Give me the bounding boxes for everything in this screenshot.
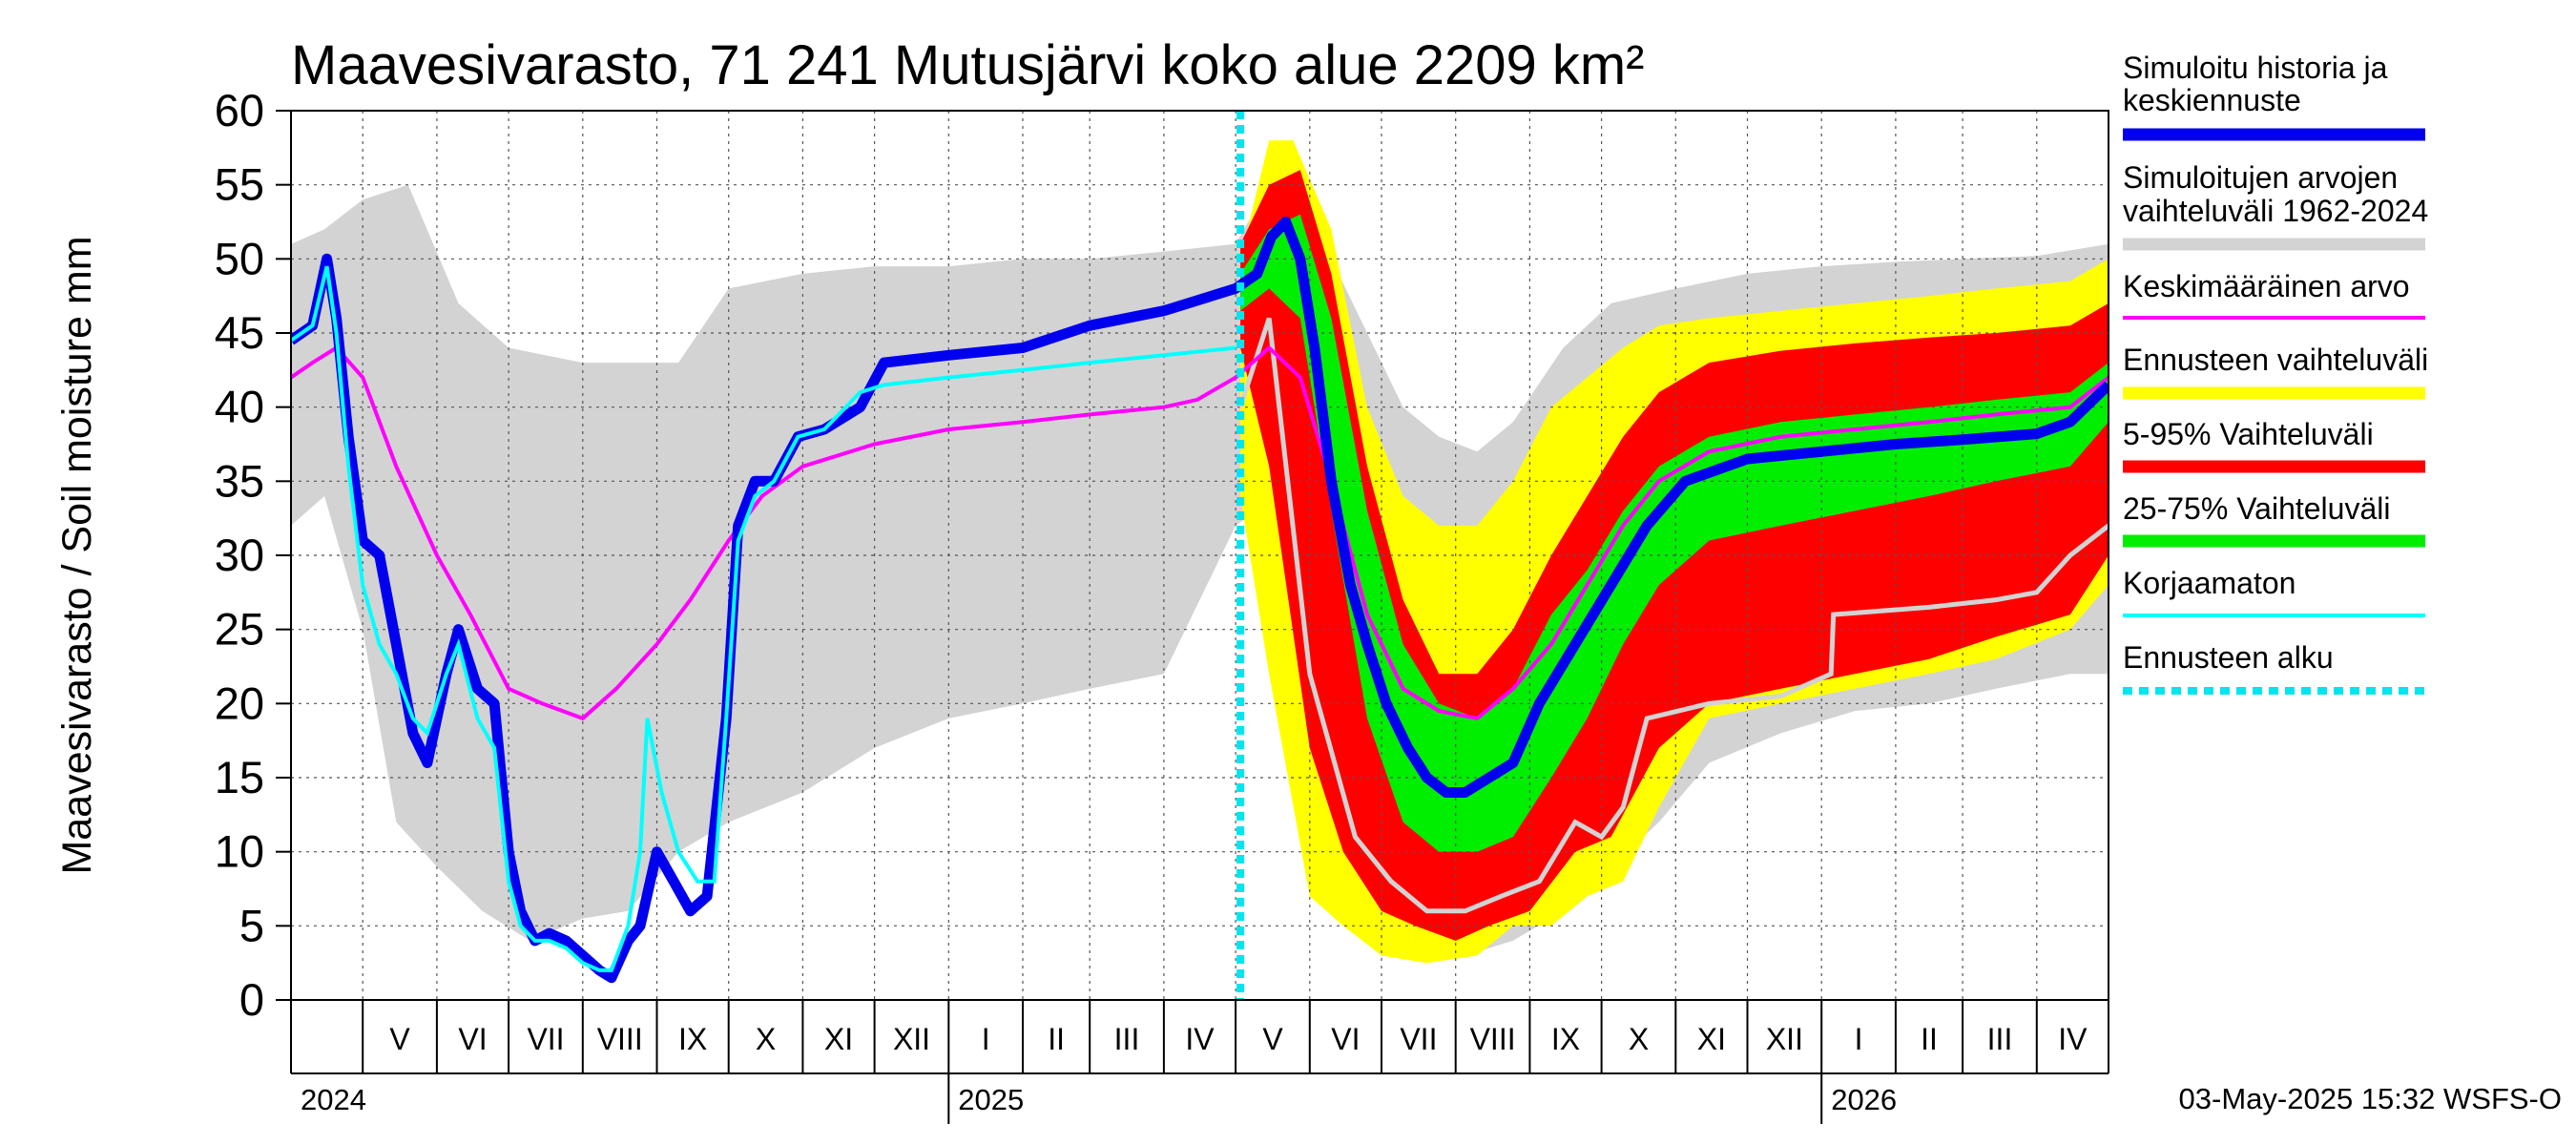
chart-title: Maavesivarasto, 71 241 Mutusjärvi koko a… [291, 34, 1644, 96]
x-year-label-1: 2025 [958, 1083, 1024, 1116]
legend-item-forecast_start: Ennusteen alku [2123, 640, 2425, 695]
x-month-label-2: VII [527, 1022, 564, 1056]
y-tick-label-8: 40 [215, 382, 264, 432]
x-month-label-22: III [1987, 1022, 2013, 1056]
x-month-label-21: II [1921, 1022, 1938, 1056]
y-tick-label-10: 50 [215, 233, 264, 283]
x-month-label-14: VII [1400, 1022, 1437, 1056]
legend-label-line-0: Simuloitu historia ja [2123, 51, 2388, 85]
data-layer [291, 140, 2109, 964]
x-month-label-3: VIII [597, 1022, 643, 1056]
x-month-label-11: IV [1185, 1022, 1215, 1056]
legend: Simuloitu historia ja keskiennusteSimuloi… [2123, 51, 2428, 695]
x-month-label-9: II [1048, 1022, 1065, 1056]
x-month-label-12: V [1262, 1022, 1283, 1056]
legend-item-mean: Keskimääräinen arvo [2123, 269, 2425, 320]
legend-item-range_hist: Simuloitujen arvojen vaihteluväli 1962-20… [2123, 160, 2428, 251]
y-axis-label: Maavesivarasto / Soil moisture mm [54, 236, 100, 874]
x-month-label-18: XI [1697, 1022, 1726, 1056]
x-month-label-5: X [756, 1022, 776, 1056]
legend-label-mean: Keskimääräinen arvo [2123, 269, 2410, 303]
x-month-label-7: XII [893, 1022, 930, 1056]
legend-item-forecast_range: Ennusteen vaihteluväli [2123, 343, 2428, 400]
x-month-label-0: V [389, 1022, 410, 1056]
x-month-label-8: I [982, 1022, 990, 1056]
legend-item-p25_75: 25-75% Vaihteluväli [2123, 491, 2425, 548]
legend-item-uncorrected: Korjaamaton [2123, 566, 2425, 617]
y-tick-label-6: 30 [215, 530, 264, 580]
y-tick-label-7: 35 [215, 455, 264, 506]
y-tick-label-2: 10 [215, 826, 264, 877]
legend-item-p5_95: 5-95% Vaihteluväli [2123, 417, 2425, 473]
x-month-label-19: XII [1766, 1022, 1803, 1056]
legend-label-line-1: keskiennuste [2123, 83, 2301, 117]
y-tick-label-5: 25 [215, 604, 264, 655]
mean-line [291, 344, 2109, 721]
x-year-label-0: 2024 [301, 1083, 366, 1116]
y-tick-label-4: 20 [215, 677, 264, 728]
legend-label-history: Simuloitu historia ja keskiennuste [2123, 51, 2388, 117]
legend-label-forecast_range: Ennusteen vaihteluväli [2123, 343, 2428, 377]
x-month-label-4: IX [678, 1022, 707, 1056]
y-tick-label-9: 45 [215, 307, 264, 358]
legend-label-p5_95: 5-95% Vaihteluväli [2123, 417, 2374, 451]
y-tick-label-3: 15 [215, 752, 264, 802]
x-month-label-20: I [1855, 1022, 1863, 1056]
history-line [291, 217, 2109, 984]
x-month-label-6: XI [824, 1022, 853, 1056]
uncorrected-line [291, 265, 1236, 972]
x-month-label-10: III [1114, 1022, 1140, 1056]
y-tick-label-11: 55 [215, 159, 264, 210]
grey-trace-line [1237, 317, 2109, 914]
legend-label-forecast_start: Ennusteen alku [2123, 640, 2334, 675]
legend-label-p25_75: 25-75% Vaihteluväli [2123, 491, 2390, 526]
x-month-label-17: X [1629, 1022, 1649, 1056]
y-axis: 0 5 10 15 20 25 30 35 40 45 50 55 60 [215, 85, 291, 1025]
x-month-label-1: VI [458, 1022, 487, 1056]
y-tick-label-12: 60 [215, 85, 264, 135]
legend-label-uncorrected: Korjaamaton [2123, 566, 2296, 600]
band-25-75 [1240, 214, 2109, 852]
legend-label-line-1: vaihteluväli 1962-2024 [2123, 194, 2428, 228]
x-month-label-16: IX [1551, 1022, 1580, 1056]
x-axis: V VI VII VIII IX X XI XII I II III IV V VI VII VIII IX X X… [290, 1000, 2109, 1124]
x-month-label-13: VI [1331, 1022, 1360, 1056]
x-month-label-23: IV [2058, 1022, 2088, 1056]
x-month-label-15: VIII [1470, 1022, 1516, 1056]
x-year-label-2: 2026 [1831, 1083, 1897, 1116]
legend-label-line-0: Simuloitujen arvojen [2123, 160, 2398, 195]
timestamp-footer: 03-May-2025 15:32 WSFS-O [2179, 1082, 2562, 1115]
legend-label-range_hist: Simuloitujen arvojen vaihteluväli 1962-20… [2123, 160, 2428, 228]
y-tick-label-0: 0 [239, 974, 264, 1025]
y-tick-label-1: 5 [239, 900, 264, 950]
legend-item-history: Simuloitu historia ja keskiennuste [2123, 51, 2425, 141]
series-lines [291, 111, 2109, 1000]
